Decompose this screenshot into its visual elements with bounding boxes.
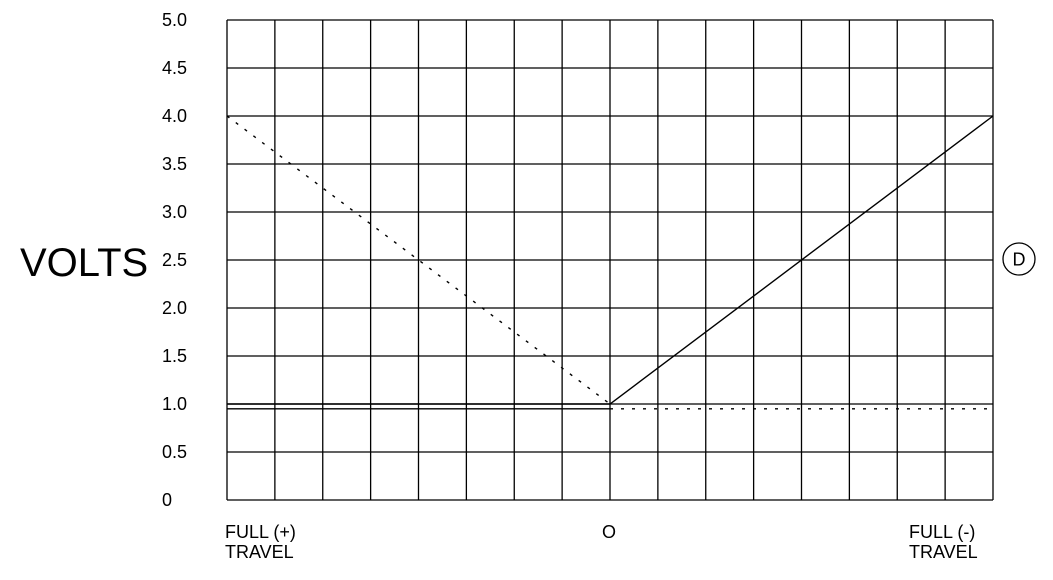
series (226, 115, 994, 410)
y-tick-label: 2.0 (162, 298, 187, 318)
y-tick-label: 1.5 (162, 346, 187, 366)
grid (226, 19, 994, 501)
x-tick-label: TRAVEL (225, 542, 294, 562)
x-tick-label: O (602, 522, 616, 542)
marker-label: D (1013, 250, 1026, 270)
y-tick-label: 4.5 (162, 58, 187, 78)
x-tick-label: FULL (+) (225, 522, 296, 542)
y-tick-label: 4.0 (162, 106, 187, 126)
y-tick-label: 3.5 (162, 154, 187, 174)
y-tick-label: 3.0 (162, 202, 187, 222)
y-tick-label: 5.0 (162, 10, 187, 30)
y-tick-labels: 0 0.5 1.0 1.5 2.0 2.5 3.0 3.5 4.0 4.5 5.0 (162, 10, 187, 510)
annotations: D (1002, 242, 1036, 276)
y-tick-label: 1.0 (162, 394, 187, 414)
x-tick-label: TRAVEL (909, 542, 978, 562)
x-tick-label: FULL (-) (909, 522, 975, 542)
y-tick-label: 2.5 (162, 250, 187, 270)
y-axis-label: VOLTS (20, 241, 148, 285)
y-tick-label: 0.5 (162, 442, 187, 462)
marker-circle (1002, 242, 1036, 276)
dotted-series-line (226, 115, 611, 405)
solid-series-line (227, 115, 994, 405)
y-tick-label: 0 (162, 490, 172, 510)
